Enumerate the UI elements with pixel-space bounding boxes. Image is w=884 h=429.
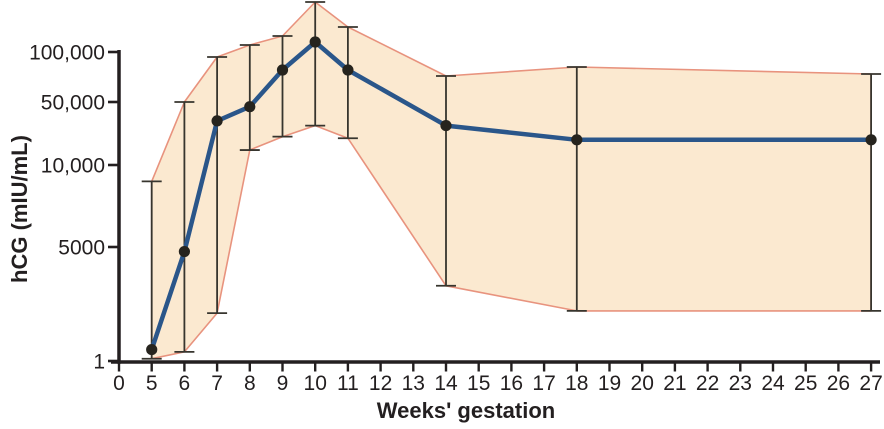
data-point-week-18 [571,134,583,146]
x-tick-label: 21 [663,372,686,395]
error-bar-week-8 [239,44,260,151]
y-tick-label: 100,000 [29,42,105,65]
data-point-week-9 [276,64,289,76]
x-tick-label: 0 [113,372,125,395]
x-tick-label: 17 [532,372,555,395]
x-tick-label: 24 [761,372,785,395]
x-tick-label: 9 [277,372,289,395]
error-bar-week-9 [272,35,293,138]
normal-range-band [150,1,872,360]
x-tick-label: 16 [500,372,523,395]
x-tick-label: 18 [565,372,588,395]
error-bar-week-14 [436,75,456,287]
x-tick-label: 26 [827,372,850,395]
data-point-week-14 [440,120,452,132]
error-bar-week-11 [337,26,358,140]
y-tick-label: 10,000 [41,155,105,178]
data-point-week-7 [211,115,223,127]
x-tick-label: 10 [304,372,327,395]
error-bar-week-10 [305,1,326,127]
error-bar-week-5 [141,180,162,360]
error-bar-week-7 [207,56,228,315]
x-tick-label: 6 [179,372,191,395]
data-point-week-27 [865,134,877,146]
y-tick-label: 5000 [58,237,105,260]
x-tick-label: 8 [244,372,256,395]
y-tick-label: 1 [93,351,105,374]
x-tick-label: 5 [146,372,158,395]
x-tick-label: 12 [369,372,392,395]
x-tick-label: 22 [696,372,719,395]
error-bar-week-18 [566,66,587,312]
y-axis-title: hCG (mIU/mL) [7,135,32,283]
y-tick-label: 50,000 [41,92,105,115]
data-point-week-11 [342,64,354,76]
x-tick-label: 23 [729,372,752,395]
data-point-week-5 [146,344,158,356]
x-axis-title: Weeks' gestation [376,398,556,423]
x-tick-label: 11 [337,372,359,395]
median-hcg-line [149,39,874,352]
x-tick-label: 7 [211,372,223,395]
x-tick-label: 19 [598,372,621,395]
data-point-week-10 [309,36,321,48]
error-bar-week-27 [861,73,882,312]
x-tick-label: 14 [434,372,458,395]
x-tick-label: 27 [859,372,882,395]
x-tick-label: 25 [794,372,817,395]
data-point-week-8 [244,101,256,113]
data-point-week-6 [178,246,190,258]
error-bar-week-6 [174,101,195,353]
x-tick-label: 15 [467,372,490,395]
x-tick-label: 20 [631,372,654,395]
x-tick-label: 13 [402,372,425,395]
